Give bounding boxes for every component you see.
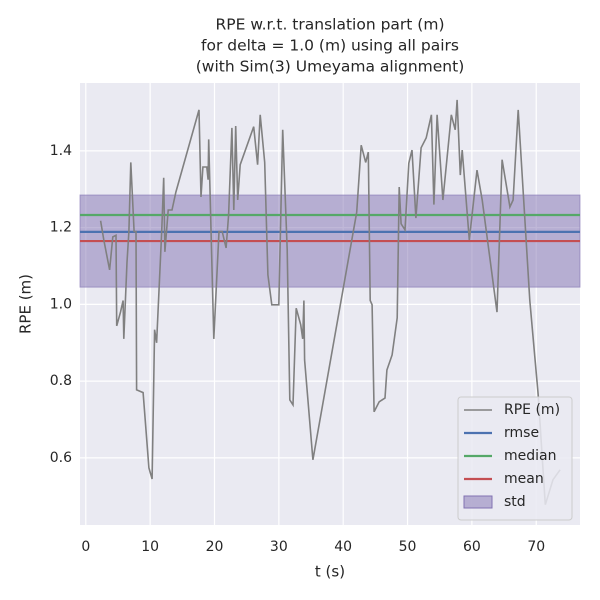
y-tick-label: 0.8 xyxy=(50,373,72,389)
x-tick-label: 40 xyxy=(334,539,352,555)
chart-title: (with Sim(3) Umeyama alignment) xyxy=(196,58,465,76)
x-tick-label: 0 xyxy=(81,539,90,555)
data-line xyxy=(99,99,561,505)
legend-label: std xyxy=(504,494,526,510)
y-tick-label: 1.4 xyxy=(50,143,72,159)
x-tick-label: 20 xyxy=(206,539,224,555)
x-tick-label: 50 xyxy=(399,539,417,555)
chart-title: RPE w.r.t. translation part (m) xyxy=(215,16,444,34)
x-tick-label: 60 xyxy=(463,539,481,555)
y-tick-label: 0.6 xyxy=(50,450,72,466)
legend: RPE (m) rmse median mean std xyxy=(457,396,573,521)
legend-label: median xyxy=(504,448,556,464)
legend-swatch xyxy=(463,495,493,509)
chart-title: for delta = 1.0 (m) using all pairs xyxy=(201,37,459,55)
legend-box xyxy=(457,396,573,521)
legend-label: rmse xyxy=(504,425,539,441)
legend-label: RPE (m) xyxy=(504,402,560,418)
y-axis-label: RPE (m) xyxy=(17,274,35,334)
x-tick-label: 70 xyxy=(527,539,545,555)
y-tick-label: 1.2 xyxy=(50,220,72,236)
y-tick-label: 1.0 xyxy=(50,296,72,312)
x-axis-label: t (s) xyxy=(315,563,345,581)
x-tick-label: 10 xyxy=(141,539,159,555)
legend-label: mean xyxy=(504,471,544,487)
x-tick-label: 30 xyxy=(270,539,288,555)
